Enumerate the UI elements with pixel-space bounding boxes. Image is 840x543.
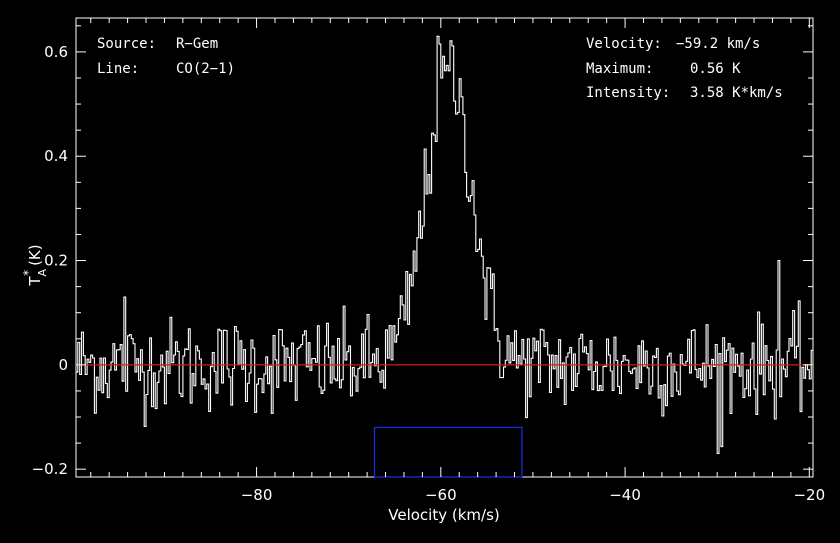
maximum-value: 0.56 K — [690, 61, 741, 77]
spectrum-line — [76, 35, 813, 455]
intensity-value: 3.58 K*km/s — [690, 85, 783, 101]
velocity-value: −59.2 km/s — [676, 36, 761, 52]
x-axis-label: Velocity (km/s) — [388, 506, 499, 524]
y-tick-label: −0.2 — [32, 460, 68, 478]
spectrum-series — [76, 35, 813, 455]
y-axis-label: TA* (K) — [21, 244, 49, 286]
y-axis-label-sub: A — [36, 268, 49, 276]
x-tick-label: −40 — [609, 486, 641, 504]
velocity-label: Velocity: — [586, 36, 662, 52]
y-axis-label-t: T — [26, 276, 44, 287]
y-axis-label-unit: (K) — [26, 244, 44, 266]
integration-window — [373, 426, 523, 478]
line-value: CO(2−1) — [176, 61, 236, 77]
x-tick-label: −20 — [793, 486, 825, 504]
y-axis-label-star: * — [21, 270, 35, 276]
source-value: R−Gem — [176, 36, 219, 52]
maximum-label: Maximum: — [586, 61, 654, 77]
axis-ticks — [76, 18, 813, 477]
y-tick-label: 0 — [58, 356, 68, 374]
tick-labels: −80 −60 −40 −20 −0.2 0 0.2 0.4 0.6 — [32, 43, 826, 504]
line-label: Line: — [97, 61, 140, 77]
x-tick-label: −60 — [425, 486, 457, 504]
svg-text:TA*(K): TA* (K) — [21, 244, 49, 286]
y-tick-label: 0.2 — [44, 252, 68, 270]
y-tick-label: 0.4 — [44, 147, 68, 165]
intensity-label: Intensity: — [586, 85, 671, 101]
y-tick-label: 0.6 — [44, 43, 68, 61]
x-tick-label: −80 — [241, 486, 273, 504]
window-box — [373, 426, 523, 478]
source-label: Source: — [97, 36, 157, 52]
